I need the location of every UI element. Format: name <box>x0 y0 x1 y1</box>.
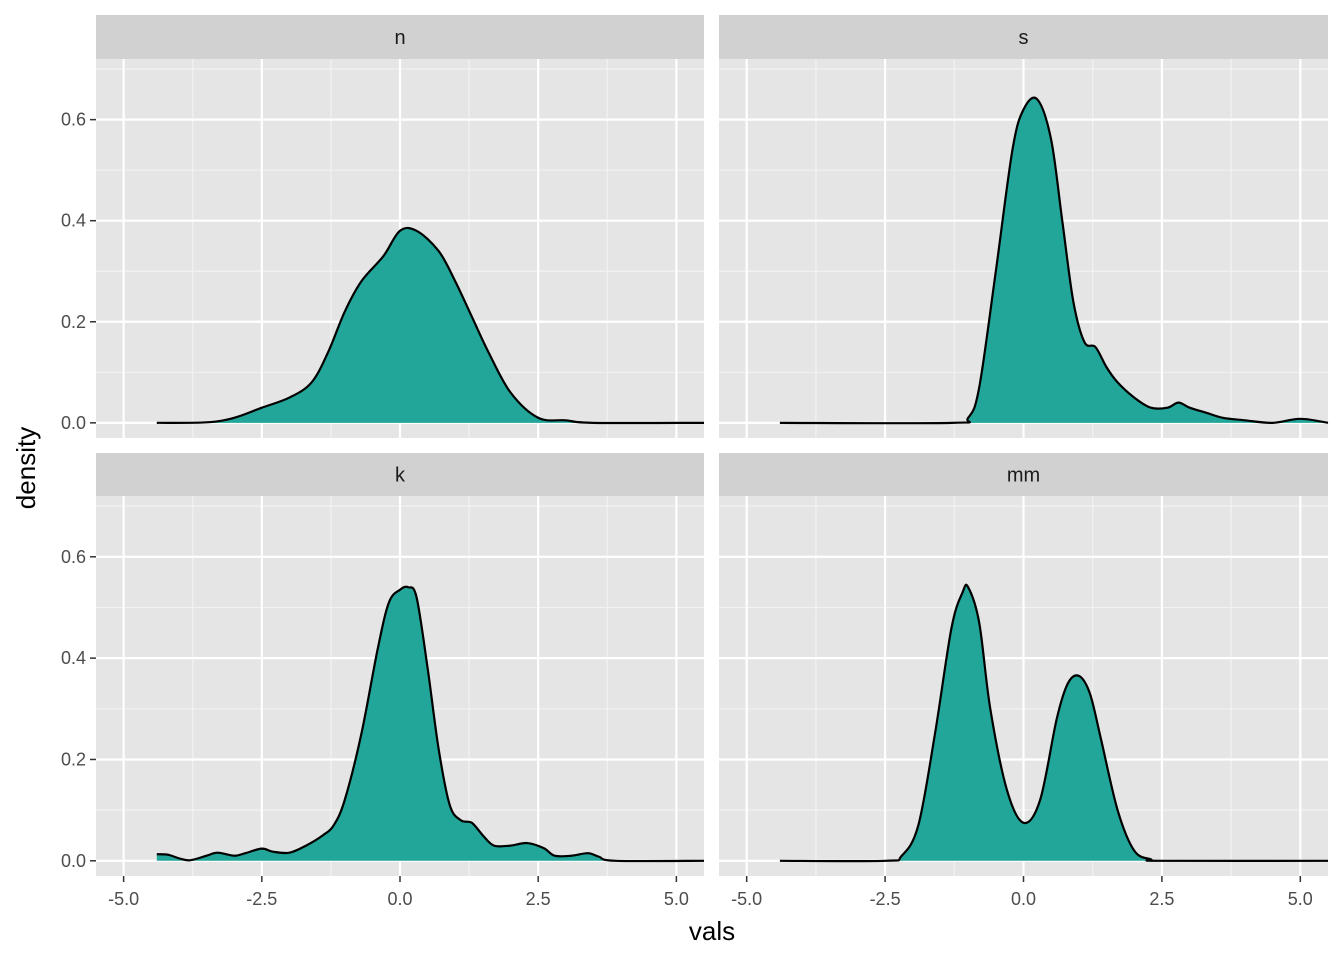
y-tick-label: 0.4 <box>61 648 86 668</box>
x-tick-label: -2.5 <box>246 889 277 909</box>
x-tick-label: -5.0 <box>731 889 762 909</box>
facet-panel-mm: mm -5.0 -2.5 0.0 2.5 5.0 <box>719 453 1329 909</box>
density-line <box>779 96 1329 425</box>
y-tick-label: 0.0 <box>61 851 86 871</box>
x-tick-label: 2.5 <box>1149 889 1174 909</box>
facet-strip-label: n <box>394 27 405 49</box>
x-tick-label: 5.0 <box>664 889 689 909</box>
y-tick-label: 0.2 <box>61 312 86 332</box>
x-tick-label: -2.5 <box>870 889 901 909</box>
y-tick-label: 0.0 <box>61 413 86 433</box>
x-tick-label: -5.0 <box>108 889 139 909</box>
density-line <box>156 585 705 863</box>
density-area <box>779 584 1328 862</box>
y-tick-label: 0.6 <box>61 110 86 130</box>
panels-layer: n 0.0 0.2 0.4 0.6 s k 0.0 0.2 0.4 0.6 -5.0 -2.5 0.0 2.… <box>61 15 1329 909</box>
y-tick-label: 0.2 <box>61 749 86 769</box>
y-tick-label: 0.6 <box>61 547 86 567</box>
facet-strip <box>96 15 704 59</box>
x-tick-label: 5.0 <box>1288 889 1313 909</box>
facet-strip-label: k <box>395 465 406 487</box>
density-area <box>156 586 705 862</box>
facet-strip <box>719 453 1328 496</box>
facet-strip <box>96 453 704 496</box>
facet-strip-label: s <box>1019 27 1029 49</box>
facet-panel-s: s <box>719 15 1329 438</box>
x-tick-label: 0.0 <box>1011 889 1036 909</box>
facet-panel-n: n 0.0 0.2 0.4 0.6 <box>61 15 705 438</box>
facet-strip-label: mm <box>1007 465 1040 487</box>
density-area <box>156 227 705 424</box>
density-line <box>156 226 705 425</box>
x-tick-label: 2.5 <box>526 889 551 909</box>
y-axis-title: density <box>11 427 41 509</box>
density-area <box>779 97 1328 424</box>
x-axis-title: vals <box>689 916 735 946</box>
facet-panel-k: k 0.0 0.2 0.4 0.6 -5.0 -2.5 0.0 2.5 5.0 <box>61 453 705 909</box>
facet-strip <box>719 15 1328 59</box>
y-tick-label: 0.4 <box>61 211 86 231</box>
density-line <box>779 583 1329 863</box>
x-tick-label: 0.0 <box>387 889 412 909</box>
